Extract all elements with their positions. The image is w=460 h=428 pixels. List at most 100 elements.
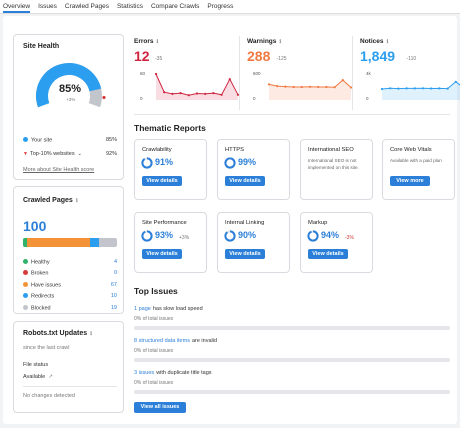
- tab-statistics[interactable]: Statistics: [116, 3, 143, 10]
- robots-since: since the last crawl: [23, 345, 70, 351]
- sparkline-area: [382, 81, 460, 100]
- sparkline-point: [317, 85, 320, 89]
- sparkline-point: [228, 78, 231, 81]
- sparkline-point: [300, 85, 303, 89]
- crawled-legend-row[interactable]: Blocked 19: [23, 304, 117, 311]
- view-details-button[interactable]: View details: [225, 176, 265, 186]
- sparkline-point: [204, 92, 207, 95]
- crawled-legend-row[interactable]: Broken 0: [23, 270, 117, 277]
- thematic-card-markup: Markup 94% -3% View details: [300, 212, 373, 273]
- crawled-pages-count[interactable]: 100: [23, 218, 47, 234]
- top10-row[interactable]: ▼ Top-10% websites ⌄ 92%: [23, 151, 117, 157]
- crawled-legend-row[interactable]: Have issues 67: [23, 281, 117, 288]
- top10-label: Top-10% websites: [29, 151, 75, 157]
- site-health-delta: +3%: [66, 97, 76, 102]
- crawled-bar-segment-blocked[interactable]: [99, 238, 117, 247]
- gauge-fill: [36, 63, 102, 108]
- sparkline-point: [325, 85, 328, 89]
- metric-delta: -125: [276, 56, 287, 62]
- thematic-card-title: Crawlability: [142, 147, 172, 153]
- thematic-card-internal-linking: Internal Linking 90% View details: [217, 212, 290, 273]
- robots-card: Robots.txt Updates ℹ since the last crawl…: [13, 321, 124, 413]
- thematic-card-score: 94%: [321, 230, 340, 240]
- score-ring-fill: [307, 230, 319, 242]
- sparkline-point: [421, 87, 425, 90]
- view-more-button[interactable]: View more: [390, 176, 430, 186]
- crawled-legend-row[interactable]: Healthy 4: [23, 259, 117, 266]
- legend-value[interactable]: 10: [110, 293, 117, 300]
- thematic-card-delta: -3%: [345, 235, 354, 241]
- top10-triangle-icon: ▼: [23, 151, 28, 157]
- your-site-row: Your site 85%: [23, 137, 117, 144]
- external-link-icon[interactable]: ↗: [48, 374, 53, 380]
- issue-text: has slow load speed: [152, 306, 203, 312]
- issue-link[interactable]: 1 page: [134, 306, 151, 312]
- metric-value-warnings[interactable]: 288: [247, 48, 271, 64]
- thematic-card-score: 93%: [155, 230, 174, 240]
- thematic-card-title: Core Web Vitals: [390, 147, 432, 153]
- score-ring-icon: [141, 157, 153, 169]
- robots-title: Robots.txt Updates: [23, 330, 88, 337]
- tab-issues[interactable]: Issues: [38, 3, 57, 10]
- info-icon: ℹ: [90, 331, 93, 337]
- metric-title-notices: Notices ℹ: [360, 38, 389, 45]
- metric-sparkline-notices: [380, 80, 460, 100]
- legend-value[interactable]: 0: [113, 270, 117, 277]
- tab-progress[interactable]: Progress: [207, 3, 234, 10]
- legend-value[interactable]: 4: [113, 259, 117, 265]
- axis-label-top: 60: [140, 71, 146, 76]
- file-status-label: File status: [23, 362, 49, 368]
- chevron-down-icon[interactable]: ⌄: [77, 151, 82, 157]
- legend-label: Broken: [31, 270, 49, 277]
- legend-value[interactable]: 19: [110, 304, 117, 311]
- sparkline-point: [454, 80, 457, 83]
- issue-share: 0% of total issues: [134, 380, 174, 386]
- sparkline-point: [267, 83, 271, 86]
- crawled-pages-title: Crawled Pages: [23, 197, 73, 204]
- issue-link[interactable]: 8 structured data items: [134, 338, 190, 344]
- score-ring-fill: [224, 230, 236, 242]
- view-details-button[interactable]: View details: [225, 249, 265, 259]
- site-health-percent: 85%: [59, 83, 82, 95]
- view-details-button[interactable]: View details: [142, 249, 182, 259]
- issue-link[interactable]: 3 issues: [134, 370, 155, 376]
- view-all-issues-button[interactable]: View all issues: [134, 402, 186, 413]
- view-details-button[interactable]: View details: [142, 176, 182, 186]
- sparkline-point: [446, 87, 449, 90]
- sparkline-point: [380, 87, 384, 91]
- sparkline-point: [292, 85, 295, 89]
- legend-value[interactable]: 67: [110, 281, 117, 288]
- top-issues-title: Top Issues: [134, 286, 178, 296]
- score-ring-fill: [141, 157, 153, 169]
- info-icon: ℹ: [279, 39, 282, 45]
- sparkline-point: [341, 79, 344, 82]
- info-icon: ℹ: [386, 39, 389, 45]
- thematic-card-title: Markup: [308, 220, 328, 226]
- tab-crawled-pages[interactable]: Crawled Pages: [64, 3, 109, 10]
- issue-progress-bar: [134, 390, 450, 394]
- thematic-card-title: Site Performance: [142, 220, 187, 226]
- tab-overview[interactable]: Overview: [3, 0, 31, 13]
- sparkline-point: [212, 92, 215, 95]
- site-health-gauge: [36, 63, 106, 108]
- crawled-pages-card: Crawled Pages ℹ 100 Healthy 4 Broken 0 Have i…: [13, 186, 124, 314]
- metric-sparkline-errors: [154, 72, 240, 100]
- legend-label: Healthy: [31, 259, 50, 266]
- metric-value-notices[interactable]: 1,849: [360, 48, 396, 64]
- sparkline-point: [413, 87, 416, 90]
- crawled-bar-segment-healthy[interactable]: [23, 238, 27, 247]
- crawled-bar-segment-have-issues[interactable]: [26, 238, 90, 247]
- issue-text: with duplicate title tags: [156, 370, 212, 376]
- crawled-legend-row[interactable]: Redirects 10: [23, 293, 117, 300]
- view-details-button[interactable]: View details: [308, 249, 348, 259]
- your-site-dot: [23, 137, 28, 142]
- metric-value-errors[interactable]: 12: [134, 48, 150, 64]
- more-about-site-health-link[interactable]: More about Site Health score: [23, 167, 95, 173]
- tab-compare-crawls[interactable]: Compare Crawls: [150, 3, 200, 10]
- metric-separator: [352, 36, 353, 110]
- legend-dot: [23, 270, 28, 276]
- sparkline-point: [236, 93, 240, 96]
- crawled-bar-segment-redirects[interactable]: [89, 238, 100, 247]
- score-ring-icon: [307, 230, 319, 242]
- issue-item: 3 issues with duplicate title tags: [134, 370, 212, 376]
